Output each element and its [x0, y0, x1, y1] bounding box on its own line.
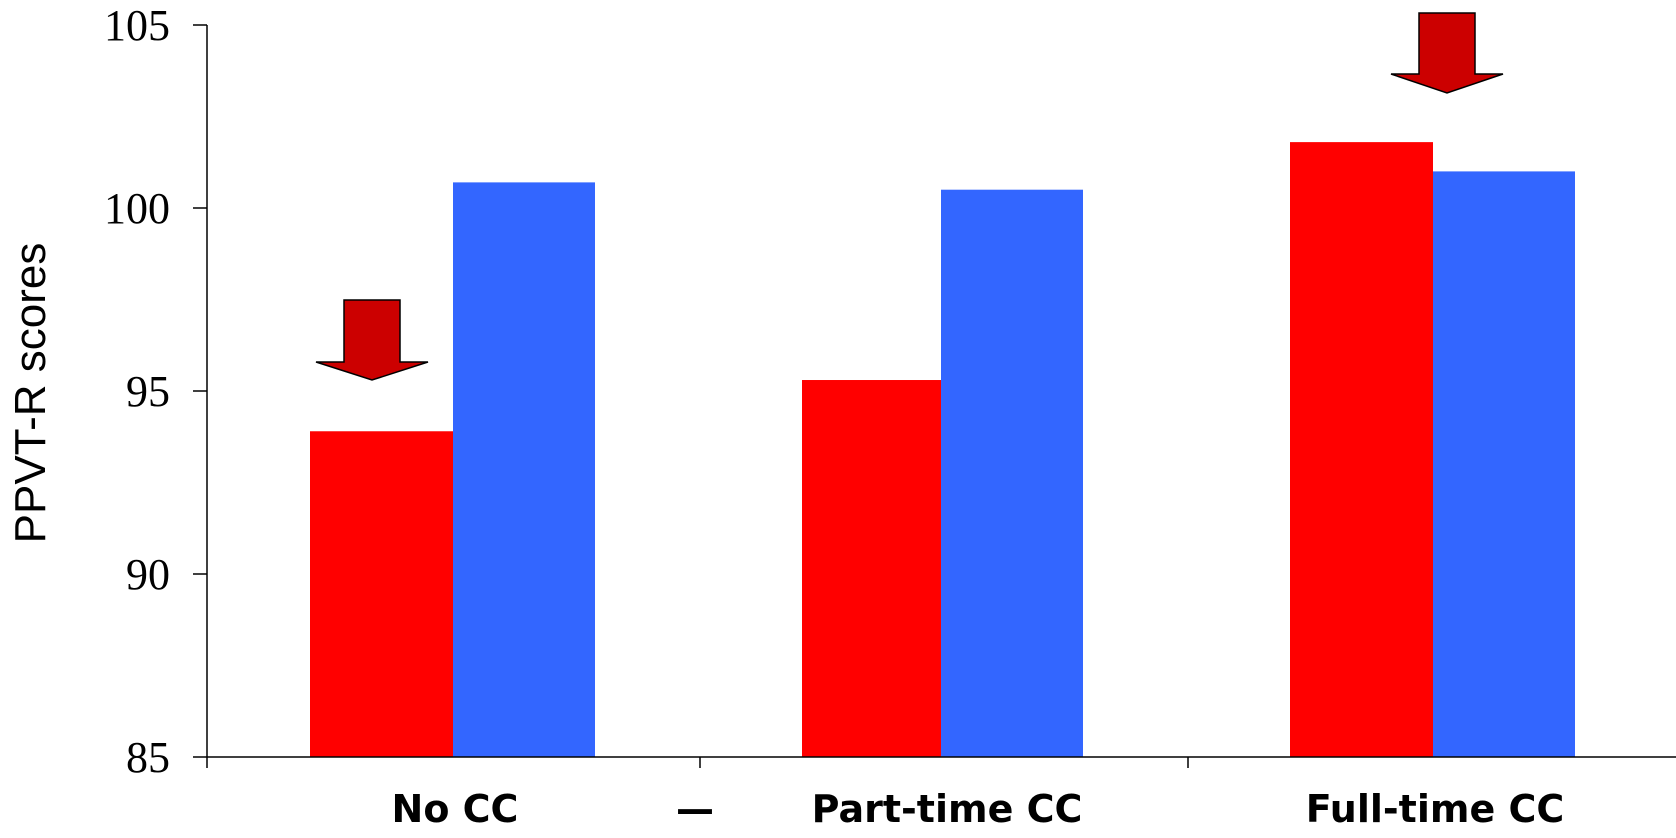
annotation-arrows: [315, 12, 1504, 381]
bar-0-0: [310, 431, 453, 757]
category-label-0: No CC: [392, 787, 519, 831]
axes-group: No CC Part-time CC Full-time CC 85 90 95 100 10…: [104, 1, 1676, 831]
category-label-2: Full-time CC: [1306, 787, 1565, 831]
y-axis-label: PPVT-R scores: [6, 243, 55, 544]
bar-1-1: [941, 189, 1083, 757]
y-tick-label-3: 100: [104, 184, 170, 233]
bar-2-1: [1433, 171, 1575, 757]
category-separator: —: [676, 787, 714, 831]
y-tick-label-1: 90: [126, 550, 170, 599]
down-arrow-icon-1: [1390, 12, 1504, 94]
category-label-1: Part-time CC: [812, 787, 1083, 831]
bar-1-0: [802, 380, 941, 757]
down-arrow-icon-0: [315, 299, 429, 381]
y-tick-label-0: 85: [126, 733, 170, 782]
y-tick-label-4: 105: [104, 1, 170, 50]
bar-0-1: [453, 182, 595, 757]
bar-2-0: [1290, 142, 1433, 757]
bars-group: [310, 142, 1575, 757]
y-tick-label-2: 95: [126, 367, 170, 416]
